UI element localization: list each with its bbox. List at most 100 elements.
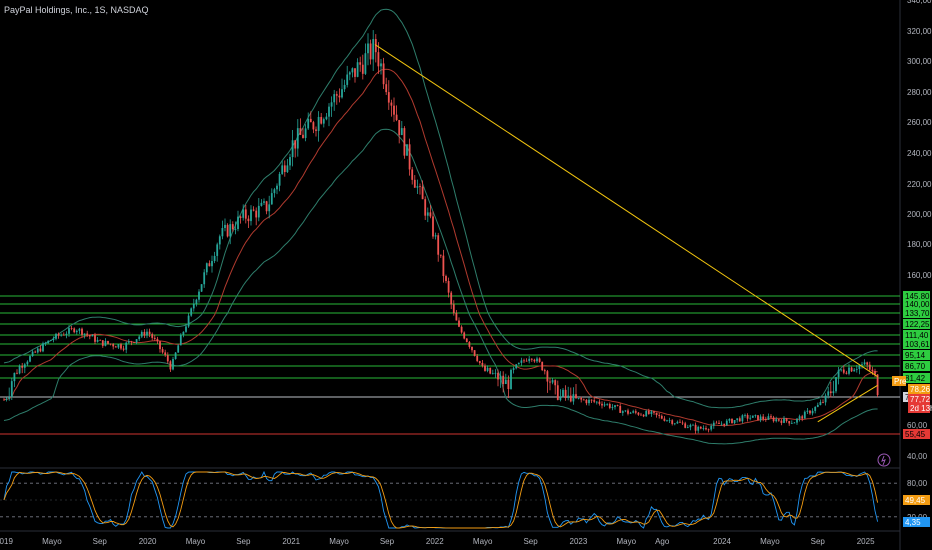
candle-body xyxy=(814,406,817,411)
candle-body xyxy=(525,360,528,362)
candle-body xyxy=(73,328,76,333)
candle-body xyxy=(387,92,390,103)
candle-body xyxy=(681,422,684,424)
candle-body xyxy=(699,426,702,429)
lightning-icon xyxy=(881,455,886,466)
candle-body xyxy=(52,338,55,341)
lower-band xyxy=(3,128,878,445)
level-tag-label: 103,61 xyxy=(905,340,930,349)
level-tag xyxy=(903,330,930,340)
candle-body xyxy=(707,429,710,431)
price-tick-label: 300,00 xyxy=(907,57,932,66)
candle-body xyxy=(377,52,380,67)
price-tick-label: 280,00 xyxy=(907,88,932,97)
candle-body xyxy=(434,235,437,237)
candle-body xyxy=(338,95,341,98)
candle-body xyxy=(788,421,791,424)
candle-body xyxy=(458,320,460,327)
candle-body xyxy=(845,372,848,374)
candle-body xyxy=(801,416,804,419)
candle-body xyxy=(322,119,325,124)
candle-body xyxy=(224,224,226,228)
trendline xyxy=(374,44,878,378)
candle-body xyxy=(273,189,276,194)
candle-body xyxy=(798,416,801,419)
candle-body xyxy=(712,422,715,426)
time-tick-label: Sep xyxy=(93,537,108,546)
candle-body xyxy=(489,367,492,374)
candle-body xyxy=(179,334,182,346)
candle-body xyxy=(608,404,611,408)
candle-body xyxy=(658,415,661,416)
candle-body xyxy=(819,402,822,405)
time-tick-label: 2025 xyxy=(857,537,875,546)
candle-body xyxy=(369,43,372,60)
alert-icon xyxy=(877,453,891,467)
time-tick-label: Mayo xyxy=(186,537,206,546)
candle-body xyxy=(190,308,193,316)
candle-body xyxy=(484,365,486,371)
candle-body xyxy=(783,418,785,423)
candle-body xyxy=(130,341,133,342)
candle-body xyxy=(494,372,497,374)
candle-body xyxy=(291,140,294,158)
candle-body xyxy=(234,229,237,230)
candle-body xyxy=(850,367,853,372)
time-tick-label: 2020 xyxy=(139,537,157,546)
candle-body xyxy=(75,330,78,333)
candle-body xyxy=(117,344,120,348)
candle-body xyxy=(21,365,24,368)
level-tag-label: 55,45 xyxy=(905,430,926,439)
candle-body xyxy=(504,379,507,385)
candle-body xyxy=(68,328,70,334)
candle-body xyxy=(746,415,749,419)
candle-body xyxy=(112,344,115,347)
candle-body xyxy=(692,424,694,426)
candle-body xyxy=(520,360,523,363)
price-tick-label: 160,00 xyxy=(907,271,932,280)
candle-body xyxy=(406,144,408,156)
time-tick-label: Sep xyxy=(523,537,538,546)
time-tick-label: Mayo xyxy=(473,537,493,546)
candle-body xyxy=(632,411,635,413)
candle-body xyxy=(429,212,432,217)
candle-body xyxy=(393,105,395,115)
candle-body xyxy=(546,371,549,382)
price-tick-label: 320,00 xyxy=(907,27,932,36)
candle-body xyxy=(556,385,559,400)
candle-body xyxy=(265,201,268,212)
candle-body xyxy=(169,361,172,370)
candle-body xyxy=(790,422,793,424)
candle-body xyxy=(541,361,544,371)
candle-body xyxy=(231,224,234,230)
candle-body xyxy=(515,364,518,369)
candle-body xyxy=(34,351,37,353)
candle-body xyxy=(445,276,447,281)
time-tick-label: Mayo xyxy=(617,537,637,546)
candle-body xyxy=(640,414,642,416)
candle-body xyxy=(588,399,590,404)
candle-body xyxy=(135,339,138,343)
candle-body xyxy=(621,411,624,413)
candle-body xyxy=(471,346,473,351)
candle-body xyxy=(60,334,63,336)
candle-body xyxy=(55,333,57,339)
candle-body xyxy=(263,201,265,203)
candle-body xyxy=(697,426,700,431)
candle-body xyxy=(842,369,845,373)
upper-band xyxy=(3,8,878,409)
candle-body xyxy=(447,280,450,293)
candle-body xyxy=(299,128,302,135)
candle-body xyxy=(853,369,856,372)
candle-body xyxy=(468,341,471,347)
candle-body xyxy=(10,381,13,398)
candle-body xyxy=(564,389,567,398)
candle-body xyxy=(330,102,333,107)
candle-body xyxy=(26,361,29,365)
candle-body xyxy=(777,419,780,421)
candle-body xyxy=(744,415,746,416)
candle-body xyxy=(502,375,505,385)
candle-body xyxy=(738,418,741,422)
candle-body xyxy=(702,428,705,429)
